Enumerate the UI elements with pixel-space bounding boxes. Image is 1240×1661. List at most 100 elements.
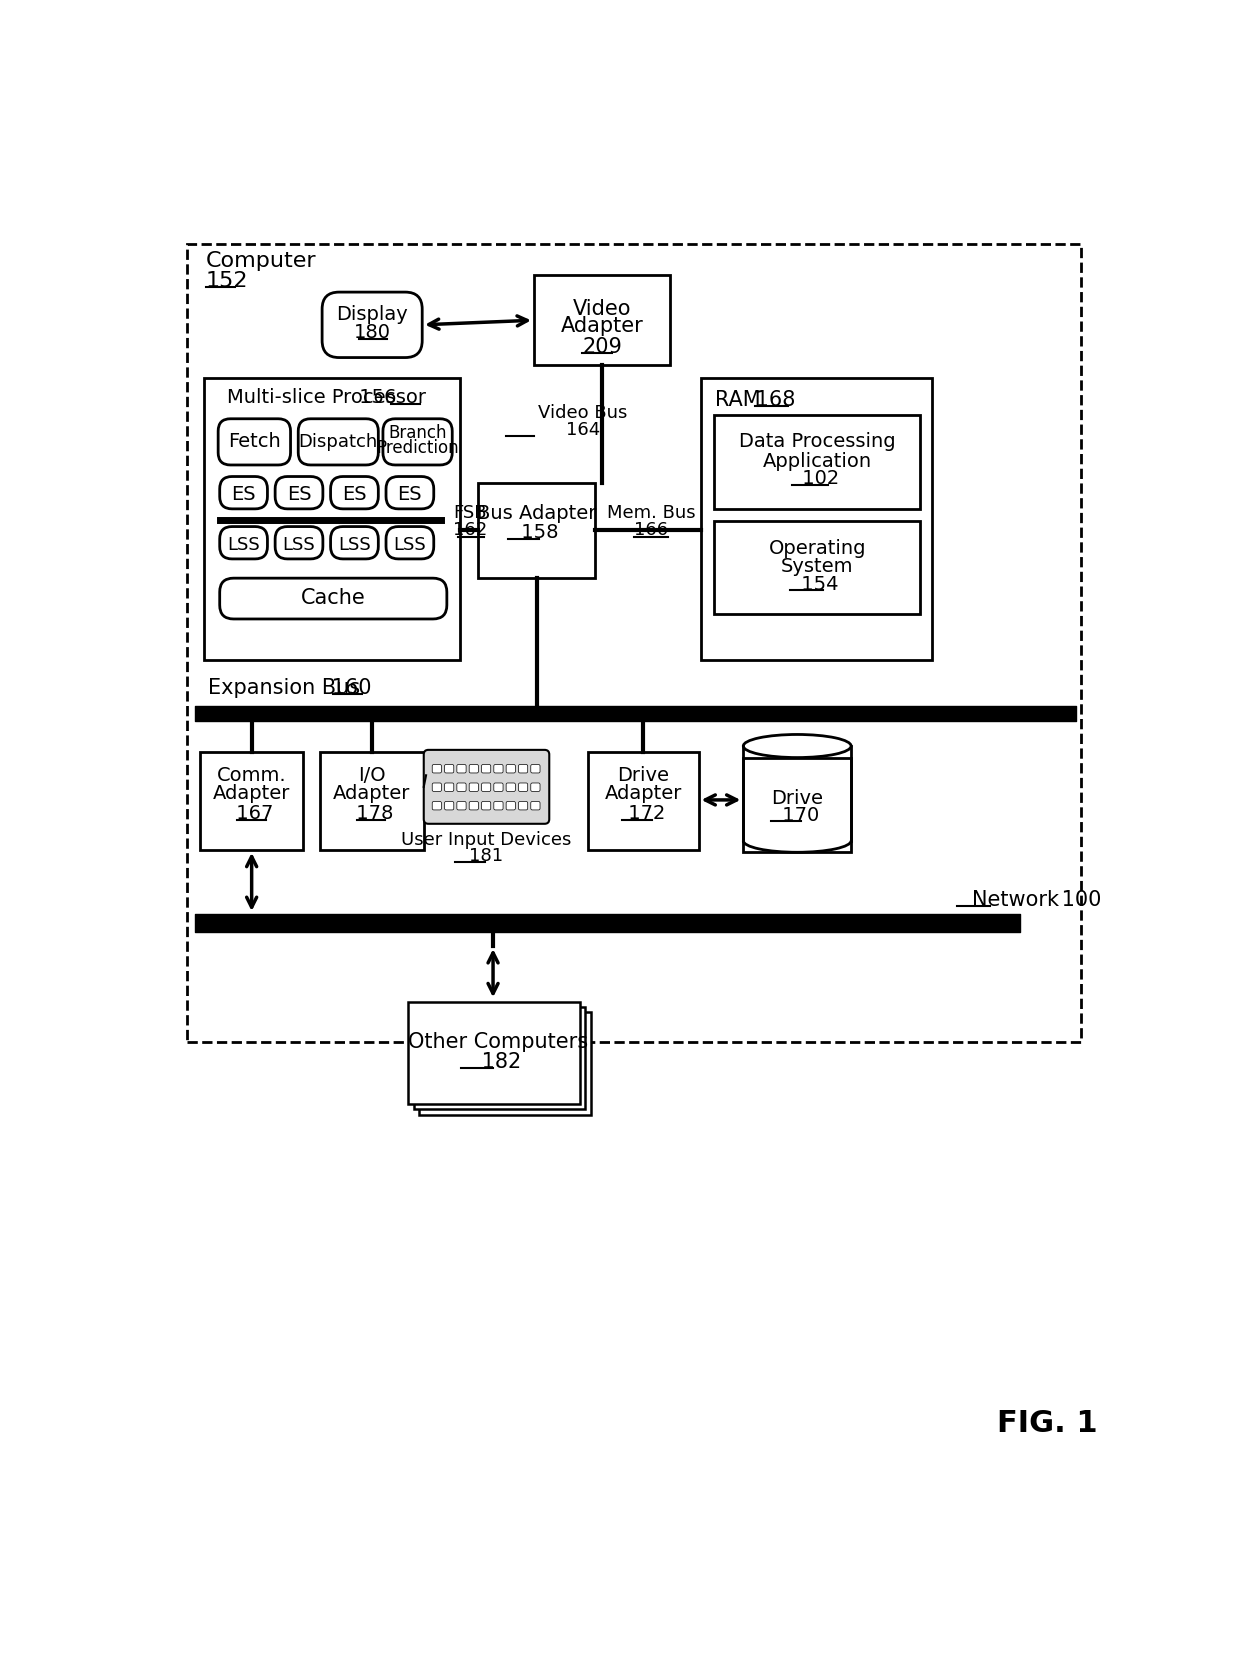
Text: 158: 158 — [515, 523, 558, 541]
FancyBboxPatch shape — [494, 782, 503, 791]
FancyBboxPatch shape — [518, 764, 528, 772]
FancyBboxPatch shape — [518, 782, 528, 791]
FancyBboxPatch shape — [469, 782, 479, 791]
Text: 170: 170 — [775, 806, 818, 826]
FancyBboxPatch shape — [386, 527, 434, 558]
Bar — [320, 752, 424, 850]
FancyBboxPatch shape — [531, 764, 541, 772]
Text: 162: 162 — [453, 522, 487, 540]
Text: Prediction: Prediction — [376, 439, 459, 457]
Text: Adapter: Adapter — [213, 784, 290, 804]
Text: Fetch: Fetch — [228, 432, 280, 452]
FancyBboxPatch shape — [481, 802, 491, 811]
Bar — [534, 274, 670, 365]
FancyBboxPatch shape — [506, 782, 516, 791]
Text: Mem. Bus: Mem. Bus — [606, 505, 696, 523]
Text: 152: 152 — [206, 271, 248, 291]
FancyBboxPatch shape — [331, 477, 378, 508]
FancyBboxPatch shape — [433, 764, 441, 772]
Text: Adapter: Adapter — [605, 784, 682, 804]
Text: Data Processing: Data Processing — [739, 432, 895, 452]
FancyBboxPatch shape — [299, 419, 378, 465]
Text: Drive: Drive — [771, 789, 823, 807]
FancyBboxPatch shape — [386, 477, 434, 508]
Bar — [414, 1007, 585, 1110]
Text: 166: 166 — [634, 522, 668, 540]
FancyBboxPatch shape — [219, 477, 268, 508]
FancyBboxPatch shape — [494, 764, 503, 772]
FancyBboxPatch shape — [531, 782, 541, 791]
Text: 167: 167 — [229, 804, 273, 824]
Text: Cache: Cache — [301, 588, 366, 608]
Text: Operating: Operating — [769, 538, 866, 558]
FancyBboxPatch shape — [219, 527, 268, 558]
FancyBboxPatch shape — [506, 764, 516, 772]
Text: 102: 102 — [796, 470, 838, 488]
FancyBboxPatch shape — [444, 782, 454, 791]
Text: Display: Display — [336, 306, 408, 324]
FancyBboxPatch shape — [469, 764, 479, 772]
Text: Dispatch: Dispatch — [299, 434, 378, 450]
Text: FIG. 1: FIG. 1 — [997, 1409, 1097, 1438]
FancyBboxPatch shape — [456, 782, 466, 791]
Text: I/O: I/O — [358, 766, 386, 784]
FancyBboxPatch shape — [322, 292, 422, 357]
FancyBboxPatch shape — [469, 802, 479, 811]
Text: FSB: FSB — [453, 505, 486, 523]
Text: 154: 154 — [796, 575, 839, 595]
Text: 182: 182 — [475, 1051, 521, 1071]
FancyBboxPatch shape — [506, 802, 516, 811]
Text: Computer: Computer — [206, 251, 316, 271]
Text: 180: 180 — [353, 322, 391, 342]
Text: 164: 164 — [565, 422, 600, 439]
Bar — [743, 757, 851, 852]
Text: LSS: LSS — [393, 537, 427, 555]
FancyBboxPatch shape — [456, 802, 466, 811]
Text: System: System — [781, 556, 853, 576]
FancyBboxPatch shape — [219, 578, 446, 620]
Bar — [419, 1013, 590, 1115]
Text: Video Bus: Video Bus — [538, 404, 627, 422]
Text: LSS: LSS — [283, 537, 315, 555]
Bar — [714, 522, 920, 613]
FancyBboxPatch shape — [275, 527, 322, 558]
Text: LSS: LSS — [339, 537, 371, 555]
Bar — [701, 379, 932, 659]
Bar — [714, 415, 920, 508]
Bar — [205, 379, 460, 659]
FancyBboxPatch shape — [444, 764, 454, 772]
FancyBboxPatch shape — [481, 782, 491, 791]
Text: Application: Application — [763, 452, 872, 470]
FancyBboxPatch shape — [433, 782, 441, 791]
FancyBboxPatch shape — [518, 802, 528, 811]
FancyBboxPatch shape — [456, 764, 466, 772]
Bar — [588, 752, 698, 850]
Text: Drive: Drive — [618, 766, 670, 784]
Text: ES: ES — [231, 485, 255, 505]
Text: Adapter: Adapter — [334, 784, 410, 804]
FancyBboxPatch shape — [218, 419, 290, 465]
Text: Branch: Branch — [388, 424, 446, 442]
Text: ES: ES — [342, 485, 367, 505]
Bar — [408, 1002, 580, 1105]
Bar — [477, 483, 595, 578]
FancyBboxPatch shape — [494, 802, 503, 811]
Text: Bus Adapter: Bus Adapter — [477, 503, 596, 523]
FancyBboxPatch shape — [424, 749, 549, 824]
Bar — [187, 244, 1080, 1043]
Text: ES: ES — [398, 485, 422, 505]
FancyBboxPatch shape — [331, 527, 378, 558]
Text: Multi-slice Processor: Multi-slice Processor — [227, 389, 427, 407]
FancyBboxPatch shape — [531, 802, 541, 811]
FancyBboxPatch shape — [444, 802, 454, 811]
Text: 209: 209 — [582, 337, 622, 357]
Ellipse shape — [743, 734, 851, 757]
Text: Video: Video — [573, 299, 631, 319]
Text: Comm.: Comm. — [217, 766, 286, 784]
Text: ES: ES — [286, 485, 311, 505]
Text: Network: Network — [972, 890, 1059, 910]
Text: 172: 172 — [621, 804, 665, 824]
Text: 160: 160 — [325, 678, 372, 698]
Text: User Input Devices: User Input Devices — [402, 830, 572, 849]
Text: Adapter: Adapter — [560, 316, 644, 337]
